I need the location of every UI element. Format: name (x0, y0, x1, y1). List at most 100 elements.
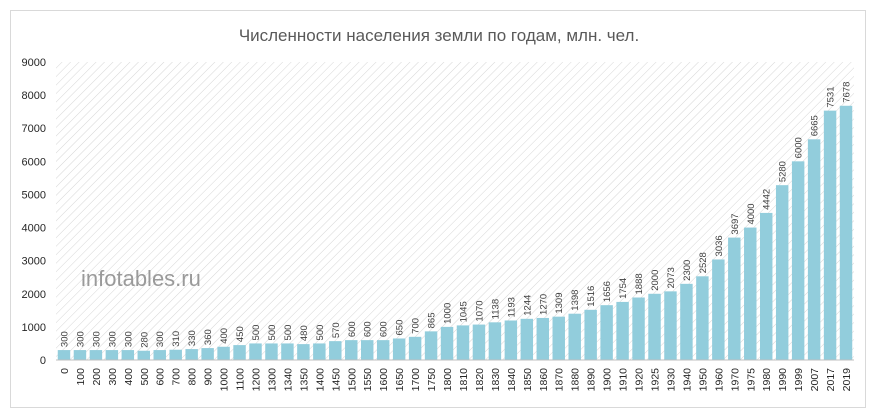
bar (680, 283, 693, 360)
bar (568, 313, 581, 360)
bar (440, 326, 454, 360)
x-tick-label: 1980 (761, 368, 773, 392)
data-label: 4000 (746, 203, 757, 224)
y-axis: 0 1000 2000 3000 4000 5000 6000 7000 8000 9000 (22, 57, 46, 367)
bar (584, 309, 597, 360)
bar (73, 350, 87, 360)
bar (297, 344, 310, 360)
bar (121, 350, 135, 360)
data-label: 570 (331, 322, 342, 338)
x-tick-label: 1810 (458, 368, 470, 392)
x-tick-label: 1850 (522, 368, 534, 392)
x-axis: 0 100 200 300 400 500 600 700 800 900 1000 1100 1200… (59, 368, 853, 392)
bar (392, 338, 406, 360)
bar (616, 301, 629, 360)
x-tick-label: 1920 (634, 368, 646, 392)
data-label: 500 (315, 325, 326, 341)
x-tick-label: 600 (155, 368, 167, 386)
x-tick-label: 1840 (506, 368, 518, 392)
data-label: 500 (283, 325, 294, 341)
y-tick-label: 9000 (22, 57, 46, 69)
data-label: 1888 (634, 273, 645, 294)
x-tick-label: 1200 (251, 368, 263, 392)
bar (728, 237, 741, 360)
x-tick-label: 1940 (681, 368, 693, 392)
bar (600, 305, 613, 360)
x-tick-label: 1340 (282, 368, 294, 392)
y-tick-label: 1000 (22, 322, 46, 334)
y-tick-label: 6000 (22, 156, 46, 168)
data-label: 650 (395, 320, 406, 336)
x-tick-label: 1800 (442, 368, 454, 392)
x-tick-label: 1600 (378, 368, 390, 392)
data-label: 2300 (682, 260, 693, 281)
y-tick-label: 5000 (22, 189, 46, 201)
data-label: 330 (187, 330, 198, 346)
x-tick-label: 100 (75, 368, 87, 386)
bar (664, 291, 677, 360)
x-tick-label: 2007 (809, 368, 821, 392)
bar (760, 212, 773, 360)
y-tick-label: 0 (40, 355, 46, 367)
x-tick-label: 1750 (426, 368, 438, 392)
x-tick-label: 2017 (825, 368, 837, 392)
bar (376, 340, 390, 360)
bar (520, 318, 534, 360)
bar (839, 105, 853, 361)
x-tick-label: 1970 (729, 368, 741, 392)
data-label: 450 (235, 326, 246, 342)
x-tick-label: 1999 (793, 368, 805, 392)
data-label: 1398 (570, 290, 581, 311)
bar (185, 349, 198, 360)
data-label: 2000 (650, 270, 661, 291)
data-label: 1270 (538, 294, 549, 315)
x-tick-label: 500 (139, 368, 151, 386)
data-label: 3036 (714, 235, 725, 256)
data-label: 7531 (826, 86, 837, 107)
x-tick-label: 1650 (394, 368, 406, 392)
data-label: 1309 (554, 293, 565, 314)
data-label: 7678 (842, 82, 853, 103)
data-label: 300 (91, 331, 102, 347)
y-tick-label: 3000 (22, 256, 46, 268)
y-tick-label: 2000 (22, 289, 46, 301)
data-label: 310 (171, 331, 182, 347)
x-tick-label: 800 (187, 368, 199, 386)
data-label: 5280 (778, 161, 789, 182)
data-labels: 300 300 300 300 300 280 300 310 330 360 400 450 500 5… (59, 82, 852, 348)
data-label: 600 (363, 321, 374, 337)
data-label: 500 (251, 325, 262, 341)
bar (89, 350, 103, 360)
bar (823, 110, 837, 360)
data-label: 2528 (698, 252, 709, 273)
y-tick-label: 4000 (22, 223, 46, 235)
data-label: 1754 (618, 278, 629, 299)
x-tick-label: 1900 (602, 368, 614, 392)
bar (456, 325, 470, 360)
x-tick-label: 1300 (266, 368, 278, 392)
bar (775, 185, 789, 360)
x-tick-label: 1960 (713, 368, 725, 392)
data-label: 1138 (490, 299, 501, 319)
x-tick-label: 1820 (474, 368, 486, 392)
bar (169, 349, 182, 360)
chart-frame: Численности населения земли по годам, мл… (10, 10, 866, 408)
x-tick-label: 2019 (841, 368, 853, 392)
bar (233, 345, 246, 360)
bar (504, 320, 518, 360)
bar (408, 336, 422, 360)
data-label: 1244 (522, 295, 533, 316)
bar (712, 259, 725, 360)
x-tick-label: 1925 (650, 368, 662, 392)
x-tick-label: 1870 (554, 368, 566, 392)
bar (696, 276, 709, 360)
x-tick-label: 1830 (490, 368, 502, 392)
data-label: 2073 (666, 267, 677, 288)
x-tick-label: 200 (91, 368, 103, 386)
bar (201, 348, 214, 360)
bar (265, 343, 278, 360)
x-tick-label: 1910 (618, 368, 630, 392)
bar (536, 317, 550, 360)
bar (361, 340, 374, 360)
data-label: 500 (267, 325, 278, 341)
